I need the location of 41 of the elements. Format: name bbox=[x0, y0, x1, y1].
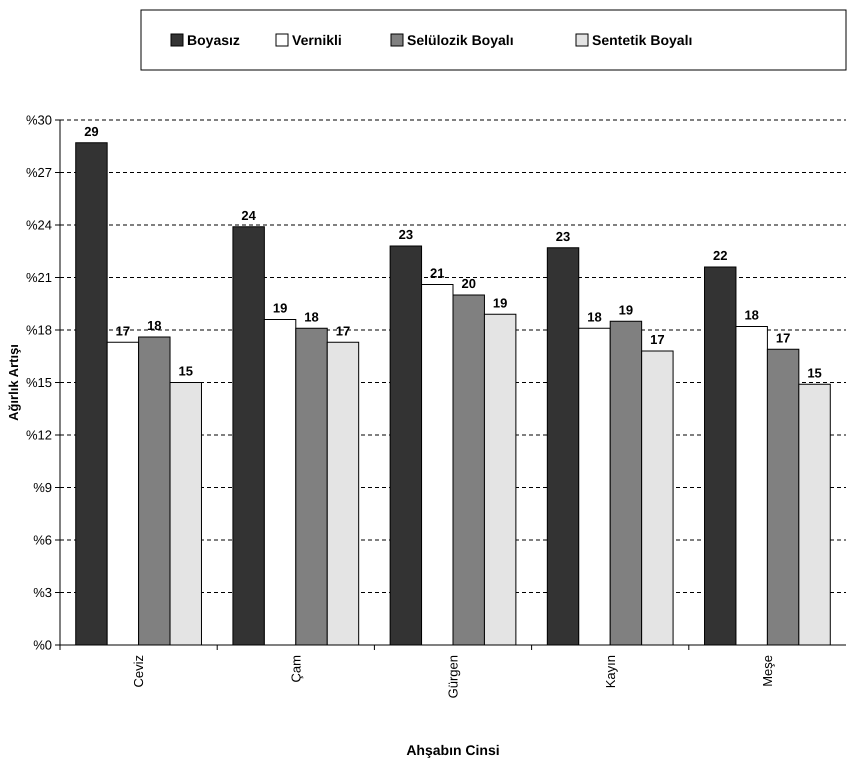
y-tick-label: %15 bbox=[26, 375, 52, 390]
x-tick-label: Ceviz bbox=[131, 655, 146, 688]
y-tick-label: %21 bbox=[26, 270, 52, 286]
x-axis-title: Ahşabın Cinsi bbox=[406, 742, 500, 758]
data-label: 29 bbox=[84, 124, 99, 139]
data-label: 20 bbox=[461, 276, 476, 291]
y-axis-title: Ağırlık Artışı bbox=[6, 344, 21, 421]
y-tick-label: %18 bbox=[26, 322, 52, 338]
data-label: 19 bbox=[618, 302, 634, 318]
data-label: 23 bbox=[556, 228, 570, 244]
y-tick-label: %6 bbox=[33, 532, 52, 548]
data-label: 19 bbox=[272, 300, 288, 316]
data-label: 17 bbox=[336, 323, 350, 338]
data-label: 18 bbox=[744, 308, 759, 322]
y-tick-label: %9 bbox=[33, 480, 52, 496]
data-label: 18 bbox=[147, 318, 162, 333]
legend-label: Vernikli bbox=[292, 32, 342, 48]
data-label: 18 bbox=[587, 309, 602, 324]
x-tick-label: Kayın bbox=[602, 655, 618, 688]
data-label: 17 bbox=[650, 332, 665, 347]
y-tick-label: %12 bbox=[26, 428, 52, 443]
data-label: 19 bbox=[492, 295, 508, 310]
y-tick-label: %30 bbox=[26, 112, 52, 128]
legend-label: Boyasız bbox=[187, 32, 240, 48]
legend-label: Selülozik Boyalı bbox=[407, 32, 514, 48]
x-tick-label: Çam bbox=[288, 655, 304, 682]
data-label: 22 bbox=[713, 248, 728, 263]
data-label: 17 bbox=[776, 330, 790, 346]
data-label: 17 bbox=[116, 323, 130, 338]
data-label: 24 bbox=[241, 208, 257, 223]
data-label: 18 bbox=[304, 309, 319, 324]
y-tick-label: %24 bbox=[26, 218, 52, 233]
y-tick-label: %27 bbox=[26, 165, 52, 180]
y-tick-label: %3 bbox=[33, 585, 52, 600]
legend-label: Sentetik Boyalı bbox=[592, 32, 692, 48]
x-tick-label: Meşe bbox=[760, 655, 775, 687]
x-tick-label: Gürgen bbox=[446, 655, 461, 698]
y-tick-label: %0 bbox=[33, 638, 52, 653]
data-label: 15 bbox=[178, 364, 193, 378]
data-label: 15 bbox=[807, 365, 822, 380]
data-label: 23 bbox=[398, 227, 414, 242]
